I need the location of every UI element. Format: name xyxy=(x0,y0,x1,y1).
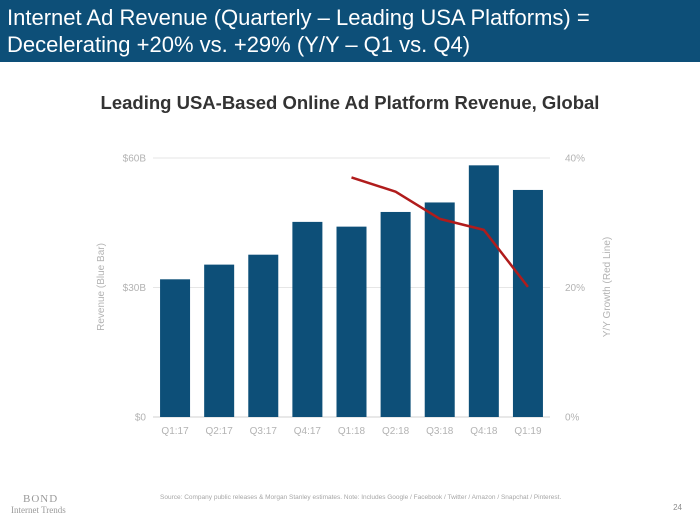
source-note: Source: Company public releases & Morgan… xyxy=(160,494,562,501)
x-tick-label: Q4:18 xyxy=(470,426,498,437)
slide-title: Internet Ad Revenue (Quarterly – Leading… xyxy=(7,5,590,57)
bond-logo: BOND Internet Trends xyxy=(11,494,66,516)
x-tick-label: Q2:17 xyxy=(206,426,234,437)
y2-axis-title: Y/Y Growth (Red Line) xyxy=(602,237,613,337)
bar-Q1-19 xyxy=(512,189,543,417)
bar-Q1-17 xyxy=(160,279,191,417)
y2-tick-label: 40% xyxy=(565,154,585,165)
bar-Q3-18 xyxy=(424,202,455,417)
bar-Q2-17 xyxy=(204,264,235,417)
logo-subtitle: Internet Trends xyxy=(11,505,66,515)
y2-tick-label: 0% xyxy=(565,413,580,424)
bar-Q2-18 xyxy=(380,211,411,417)
chart-title: Leading USA-Based Online Ad Platform Rev… xyxy=(100,92,600,113)
logo-brand-text: BOND xyxy=(23,493,59,505)
y-tick-label: $0 xyxy=(135,413,147,424)
bar-Q4-18 xyxy=(468,165,499,417)
axis-ticks: $0 $30B $60B 0% 20% 40% Q1:17 Q2:17 Q3:17 Q4:17 Q1… xyxy=(123,154,585,438)
x-tick-label: Q4:17 xyxy=(294,426,322,437)
bar-Q1-18 xyxy=(336,226,367,417)
growth-line xyxy=(351,176,529,288)
bar-Q4-17 xyxy=(292,221,323,417)
x-tick-label: Q1:19 xyxy=(514,426,542,437)
y-axis-title: Revenue (Blue Bar) xyxy=(96,243,107,331)
y-tick-label: $30B xyxy=(123,283,147,294)
bar-Q3-17 xyxy=(248,254,279,417)
revenue-bars xyxy=(160,165,543,417)
x-tick-label: Q3:18 xyxy=(426,426,454,437)
x-tick-label: Q1:18 xyxy=(338,426,366,437)
y2-tick-label: 20% xyxy=(565,283,585,294)
header-banner: Internet Ad Revenue (Quarterly – Leading… xyxy=(0,0,700,62)
page-number: 24 xyxy=(673,503,682,512)
x-tick-label: Q1:17 xyxy=(161,426,189,437)
y-tick-label: $60B xyxy=(123,154,147,165)
x-tick-label: Q2:18 xyxy=(382,426,410,437)
x-tick-label: Q3:17 xyxy=(250,426,278,437)
